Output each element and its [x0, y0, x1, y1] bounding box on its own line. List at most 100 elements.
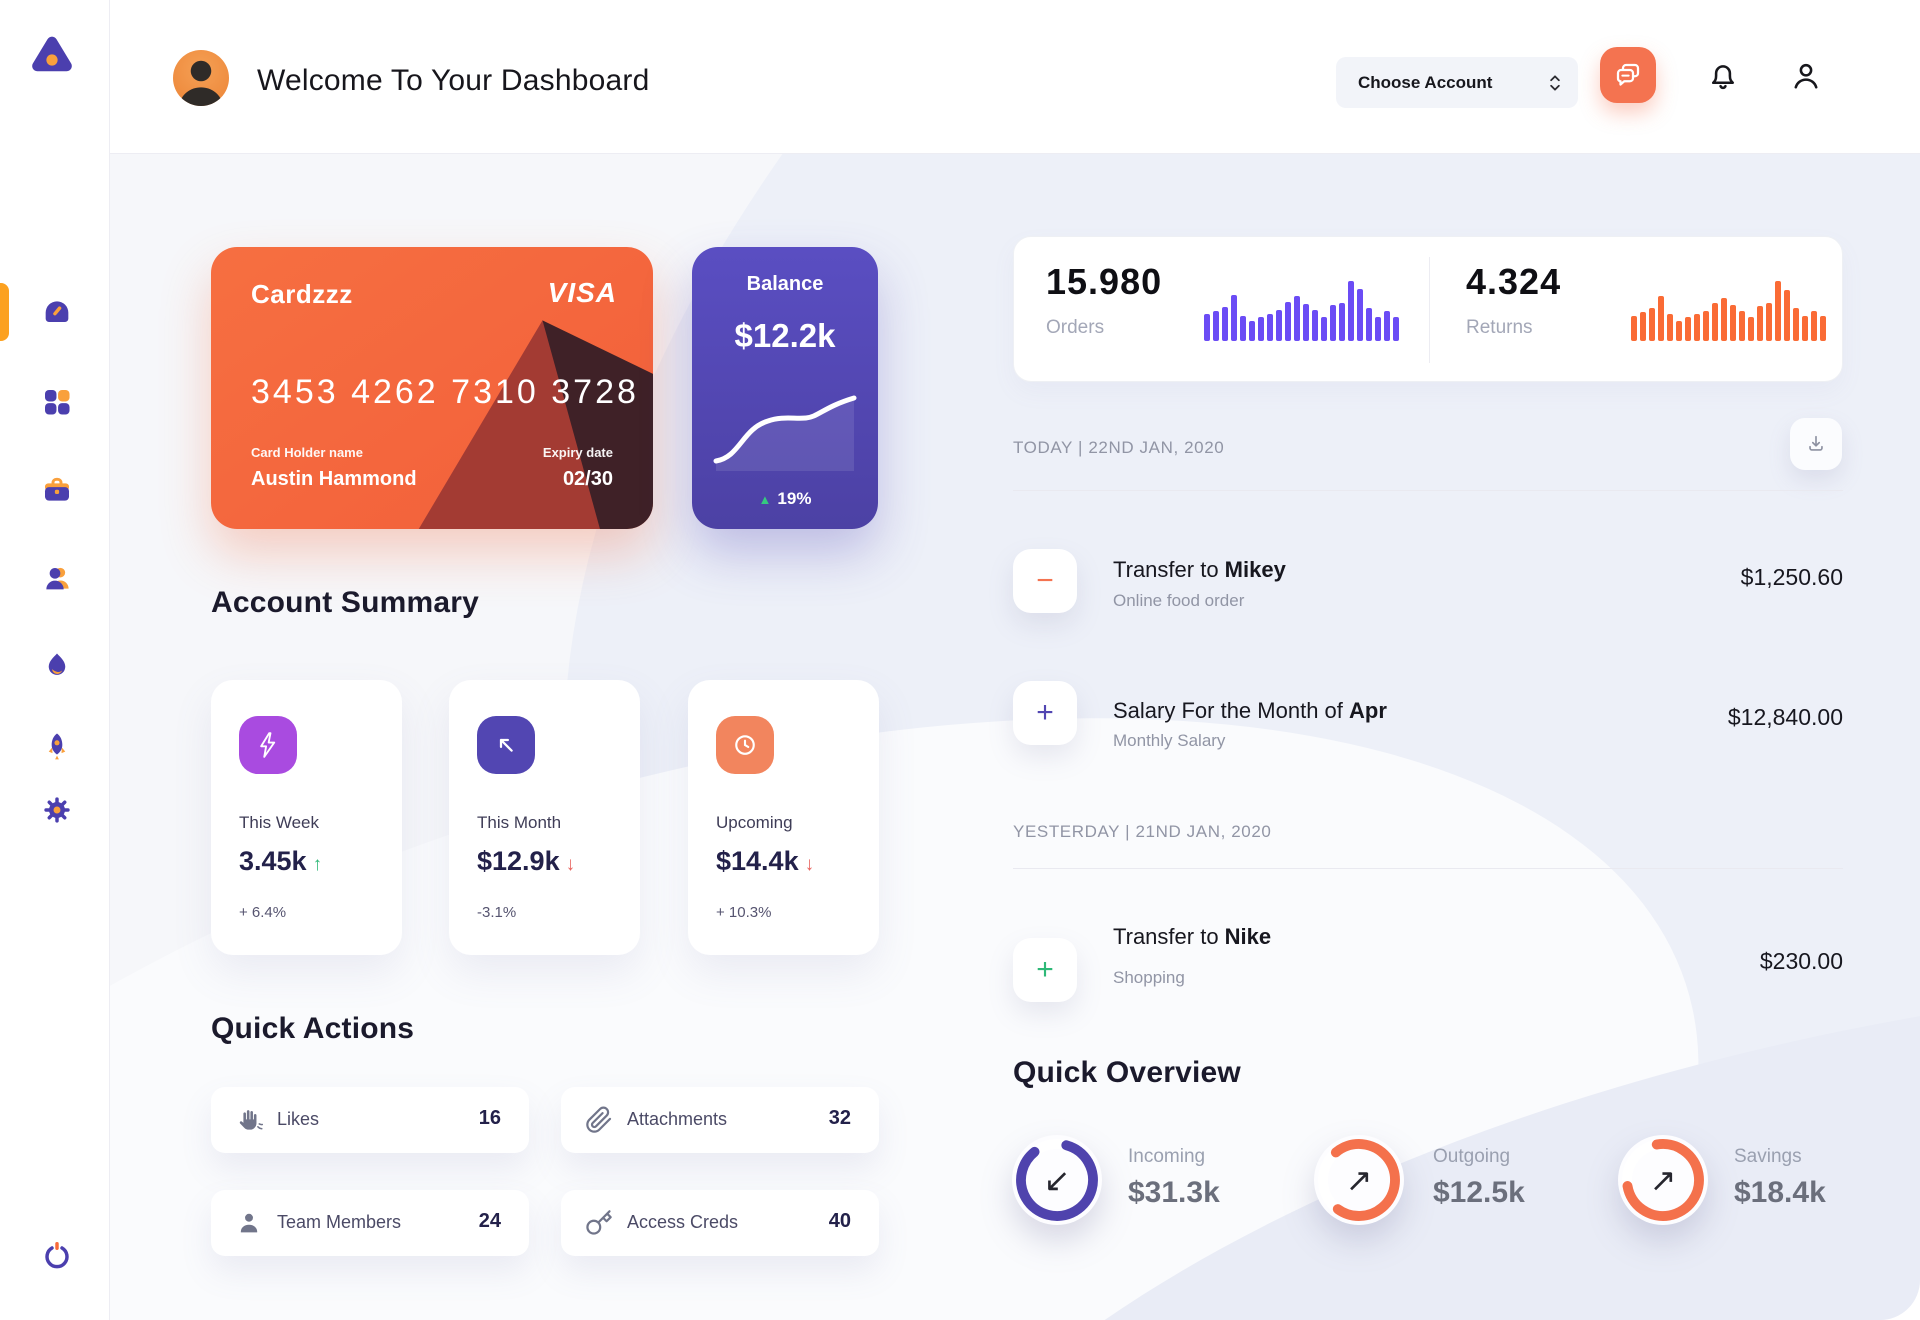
- grid-icon: [45, 390, 70, 415]
- card-holder-name: Austin Hammond: [251, 468, 417, 490]
- card-expiry-label: Expiry date: [542, 445, 613, 460]
- download-button[interactable]: [1790, 418, 1842, 470]
- header: Welcome To Your Dashboard Choose Account: [110, 0, 1920, 154]
- up-arrow-icon: ▲: [758, 492, 772, 507]
- rocket-icon: [48, 733, 66, 760]
- sidebar-item-dashboard[interactable]: [41, 296, 73, 328]
- returns-value: 4.324: [1466, 261, 1562, 302]
- sidebar-item-team[interactable]: [41, 562, 73, 594]
- credit-card: Cardzzz VISA 3453 4262 7310 3728 Card Ho…: [211, 247, 653, 529]
- transactions-date-today: TODAY | 22ND JAN, 2020: [1013, 438, 1225, 457]
- account-dropdown[interactable]: Choose Account: [1336, 57, 1578, 108]
- transaction-title: Transfer to Nike: [1113, 924, 1272, 949]
- orders-bar-chart: [1204, 279, 1399, 341]
- lightning-icon: [239, 716, 297, 774]
- quick-action-access-creds[interactable]: Access Creds 40: [561, 1190, 879, 1256]
- sidebar-item-projects[interactable]: [41, 474, 73, 506]
- gear-icon: [44, 797, 70, 823]
- transaction-subtitle: Shopping: [1113, 968, 1185, 987]
- notifications-button[interactable]: [1705, 58, 1741, 94]
- quick-overview-title: Quick Overview: [1013, 1056, 1241, 1089]
- savings-donut: ↗: [1618, 1135, 1708, 1225]
- orders-returns-card: 15.980 Orders 4.324 Returns: [1013, 236, 1843, 382]
- arrow-up-right-icon: ↗: [1345, 1162, 1373, 1198]
- stats-divider: [1429, 257, 1430, 363]
- quick-action-attachments[interactable]: Attachments 32: [561, 1087, 879, 1153]
- overview-label: Incoming: [1128, 1146, 1206, 1167]
- balance-change: ▲ 19%: [692, 489, 878, 509]
- transaction-title: Transfer to Mikey: [1113, 557, 1286, 582]
- transactions-divider: [1013, 490, 1843, 491]
- avatar-photo: [178, 60, 224, 106]
- arrow-up-left-icon: [477, 716, 535, 774]
- paperclip-icon: [585, 1106, 613, 1134]
- visa-logo: VISA: [547, 277, 617, 308]
- briefcase-icon: [45, 477, 69, 501]
- transaction-title: Salary For the Month of Apr: [1113, 698, 1387, 723]
- orders-label: Orders: [1046, 317, 1105, 338]
- summary-value: 3.45k ↑: [239, 846, 323, 876]
- users-icon: [46, 567, 69, 590]
- user-icon: [1794, 63, 1818, 89]
- profile-button[interactable]: [1788, 58, 1824, 94]
- messages-button[interactable]: [1600, 47, 1656, 103]
- overview-label: Outgoing: [1433, 1146, 1511, 1167]
- trend-down-icon: ↓: [804, 854, 815, 875]
- transaction-subtitle: Monthly Salary: [1113, 731, 1226, 750]
- orders-value: 15.980: [1046, 261, 1163, 302]
- trend-up-icon: ↑: [312, 854, 323, 875]
- returns-bar-chart: [1631, 279, 1826, 341]
- summary-value: $12.9k ↓: [477, 846, 576, 876]
- sidebar-item-activity[interactable]: [41, 650, 73, 682]
- sidebar: [0, 0, 110, 1320]
- dashboard-gauge-icon: [45, 301, 69, 322]
- card-expiry: 02/30: [562, 468, 613, 490]
- arrow-down-left-icon: ↙: [1043, 1162, 1071, 1198]
- sidebar-item-apps[interactable]: [41, 386, 73, 418]
- balance-card: Balance $12.2k ▲ 19%: [692, 247, 878, 529]
- card-name: Cardzzz: [251, 279, 353, 309]
- quick-action-count: 16: [478, 1107, 501, 1129]
- summary-delta: + 6.4%: [239, 904, 287, 921]
- sidebar-item-settings[interactable]: [41, 794, 73, 826]
- active-nav-indicator: [0, 283, 9, 341]
- summary-card-this-week: This Week 3.45k ↑ + 6.4%: [211, 680, 402, 955]
- quick-action-label: Team Members: [277, 1212, 402, 1232]
- app-logo: [27, 30, 77, 80]
- outgoing-donut: ↗: [1314, 1135, 1404, 1225]
- clap-icon: [235, 1106, 264, 1134]
- quick-action-likes[interactable]: Likes 16: [211, 1087, 529, 1153]
- card-holder-label: Card Holder name: [251, 445, 363, 460]
- chat-icon: [1616, 63, 1640, 86]
- balance-title: Balance: [746, 273, 824, 295]
- summary-value: $14.4k ↓: [716, 846, 815, 876]
- overview-label: Savings: [1734, 1146, 1802, 1167]
- transactions-divider: [1013, 868, 1843, 869]
- overview-value: $12.5k: [1433, 1176, 1525, 1209]
- transaction-sign-minus: −: [1013, 549, 1077, 613]
- quick-action-label: Attachments: [627, 1109, 728, 1129]
- balance-amount: $12.2k: [734, 317, 836, 354]
- incoming-donut: ↙: [1012, 1135, 1102, 1225]
- transaction-sign-plus: +: [1013, 938, 1077, 1002]
- person-icon: [235, 1209, 263, 1237]
- account-summary-title: Account Summary: [211, 586, 480, 619]
- key-icon: [585, 1209, 613, 1237]
- summary-card-this-month: This Month $12.9k ↓ -3.1%: [449, 680, 640, 955]
- quick-actions-title: Quick Actions: [211, 1012, 415, 1045]
- quick-action-team-members[interactable]: Team Members 24: [211, 1190, 529, 1256]
- returns-label: Returns: [1466, 317, 1533, 338]
- quick-action-count: 32: [828, 1107, 851, 1129]
- page-title: Welcome To Your Dashboard: [257, 64, 650, 97]
- quick-action-label: Likes: [277, 1109, 320, 1129]
- overview-value: $31.3k: [1128, 1176, 1220, 1209]
- transaction-amount: $230.00: [1759, 948, 1843, 974]
- logout-button[interactable]: [41, 1238, 73, 1270]
- quick-action-count: 24: [478, 1210, 501, 1232]
- avatar[interactable]: [173, 50, 229, 106]
- transaction-amount: $12,840.00: [1727, 704, 1843, 730]
- summary-card-upcoming: Upcoming $14.4k ↓ + 10.3%: [688, 680, 879, 955]
- summary-label: This Month: [477, 813, 562, 832]
- sidebar-item-launch[interactable]: [41, 730, 73, 762]
